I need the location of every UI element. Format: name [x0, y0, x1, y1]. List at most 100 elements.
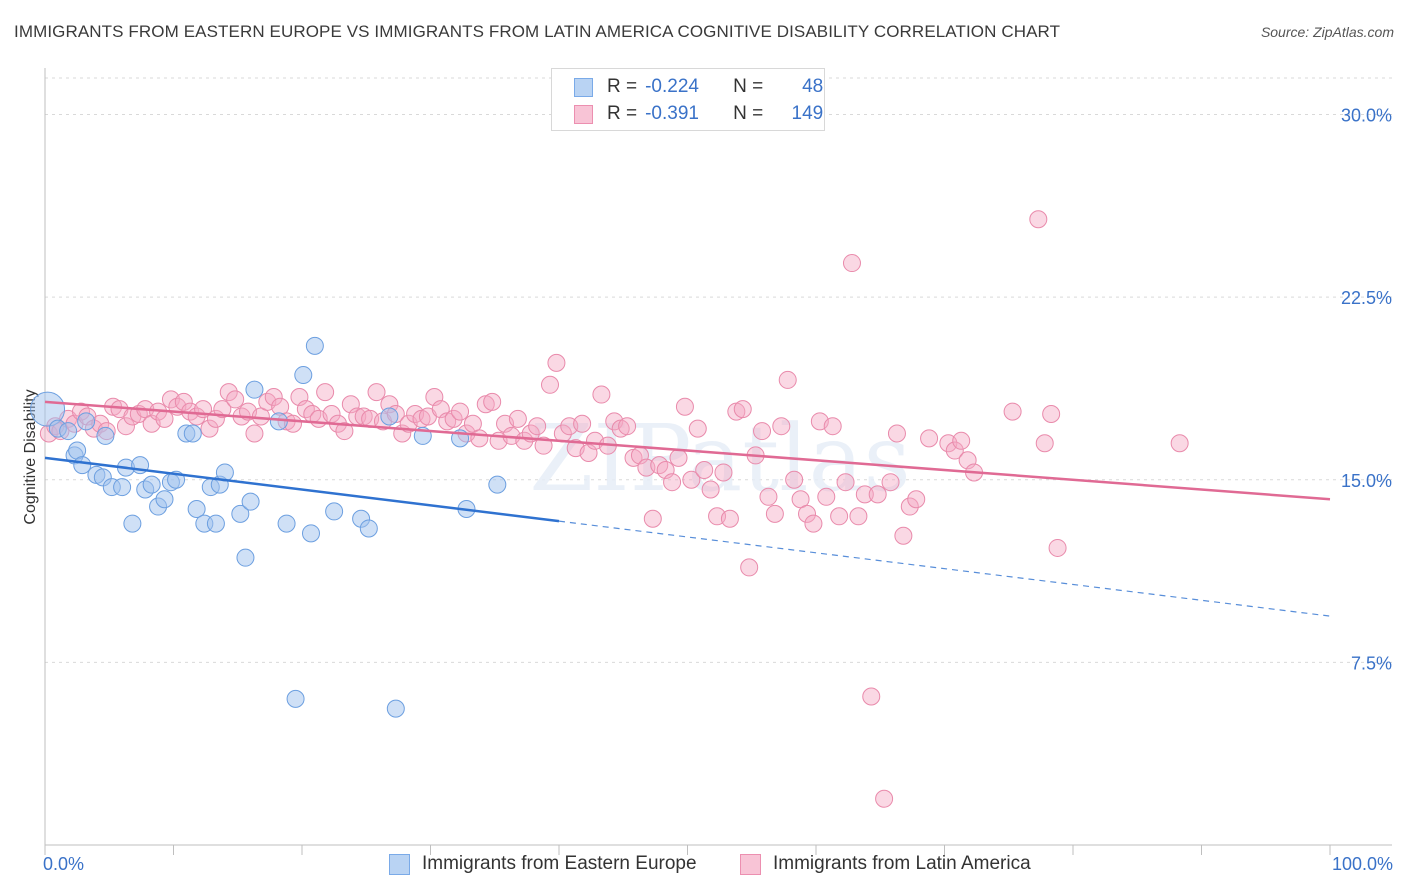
latin-america-point [907, 490, 926, 509]
eastern-europe-point [59, 422, 78, 441]
eastern-europe-point [286, 689, 305, 708]
eastern-europe-point [30, 391, 66, 427]
latin-america-point [817, 487, 836, 506]
latin-america-point [842, 254, 861, 273]
eastern-europe-point [294, 366, 313, 385]
latin-america-point [682, 470, 701, 489]
latin-america-trend-line [44, 400, 1331, 501]
latin-america-point [116, 417, 135, 436]
latin-america-point [945, 441, 964, 460]
eastern-europe-point [142, 475, 161, 494]
latin-america-point [508, 409, 527, 428]
latin-america-point [836, 473, 855, 492]
latin-america-point [855, 485, 874, 504]
eastern-europe-point [269, 412, 288, 431]
y-axis-label: Cognitive Disability [22, 389, 39, 524]
latin-america-point [515, 431, 534, 450]
y-tick-label: 15.0% [1341, 471, 1392, 491]
latin-america-point [335, 422, 354, 441]
eastern-europe-point [187, 499, 206, 518]
x-tick-label: 0.0% [43, 854, 84, 874]
latin-america-point [798, 504, 817, 523]
eastern-europe-point [231, 504, 250, 523]
legend-row-latin-america: R = -0.391 N = 149 [574, 101, 823, 127]
watermark: ZIPatlas [529, 405, 910, 512]
source-label: Source: ZipAtlas.com [1260, 24, 1394, 40]
legend-swatch-pink [574, 104, 593, 124]
latin-america-point [740, 558, 759, 577]
eastern-europe-trend-line [44, 456, 560, 523]
latin-america-point [887, 424, 906, 443]
latin-america-point [547, 353, 566, 372]
latin-america-point [470, 429, 489, 448]
eastern-europe-point [488, 475, 507, 494]
y-tick-labels: 7.5% 15.0% 22.5% 30.0% [1341, 106, 1392, 674]
correlation-legend: R = -0.224 N = 48 R = -0.391 N = 149 [551, 68, 825, 131]
eastern-europe-point [277, 514, 296, 533]
latin-america-point [200, 419, 219, 438]
latin-america-point [444, 409, 463, 428]
eastern-europe-point [380, 407, 399, 426]
latin-america-point [316, 383, 335, 402]
gridlines [45, 77, 1392, 663]
latin-america-point [592, 385, 611, 404]
latin-america-point [785, 470, 804, 489]
y-tick-label: 22.5% [1341, 288, 1392, 308]
eastern-europe-points [30, 336, 507, 718]
eastern-europe-point [73, 456, 92, 475]
eastern-europe-point [301, 524, 320, 543]
eastern-europe-point [113, 478, 132, 497]
latin-america-point [1035, 434, 1054, 453]
latin-america-point [643, 509, 662, 528]
eastern-europe-point [206, 514, 225, 533]
latin-america-point [219, 383, 238, 402]
latin-america-point [528, 417, 547, 436]
eastern-europe-point [183, 424, 202, 443]
legend-r-value: -0.391 [645, 103, 699, 124]
latin-america-point [541, 375, 560, 394]
latin-america-point [753, 422, 772, 441]
latin-america-point [830, 507, 849, 526]
x-tick-labels: 0.0% 100.0% [43, 854, 1393, 874]
legend-n-label: N = [733, 76, 764, 97]
latin-america-point [920, 429, 939, 448]
latin-america-point [264, 387, 283, 406]
latin-america-point [1029, 210, 1048, 229]
latin-america-point [669, 448, 688, 467]
latin-america-point [900, 497, 919, 516]
legend-n-label: N = [733, 103, 764, 124]
y-tick-label: 7.5% [1351, 653, 1392, 673]
latin-america-point [663, 473, 682, 492]
latin-america-point [881, 473, 900, 492]
eastern-europe-point [236, 548, 255, 567]
x-tick-label: 100.0% [1332, 854, 1393, 874]
latin-america-point [759, 487, 778, 506]
latin-america-point [155, 409, 174, 428]
legend-n-value: 149 [791, 103, 824, 124]
latin-america-point [733, 400, 752, 419]
latin-america-point [765, 504, 784, 523]
latin-america-point [720, 509, 739, 528]
latin-america-point [618, 417, 637, 436]
latin-america-point [701, 480, 720, 499]
latin-america-point [894, 526, 913, 545]
eastern-europe-point [386, 699, 405, 718]
latin-america-point [849, 507, 868, 526]
latin-america-point [675, 397, 694, 416]
latin-america-point [573, 414, 592, 433]
legend-r-label: R = [607, 103, 638, 124]
latin-america-point [1042, 405, 1061, 424]
latin-america-point [952, 431, 971, 450]
eastern-europe-point [245, 380, 264, 399]
legend-r-label: R = [607, 76, 638, 97]
eastern-europe-point [359, 519, 378, 538]
y-tick-label: 30.0% [1341, 106, 1392, 126]
latin-america-point [862, 687, 881, 706]
bottom-legend-swatch-blue [389, 853, 410, 875]
latin-america-point [1048, 538, 1067, 557]
latin-america-points [39, 210, 1189, 808]
bottom-legend-eastern-europe: Immigrants from Eastern Europe [389, 851, 697, 877]
latin-america-point [823, 417, 842, 436]
latin-america-point [695, 461, 714, 480]
